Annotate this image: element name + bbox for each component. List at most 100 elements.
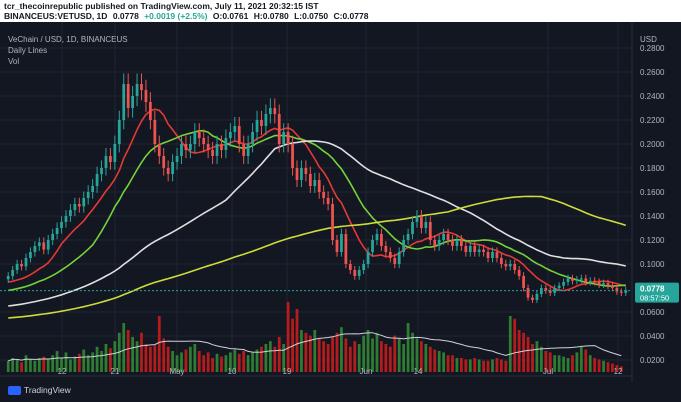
candle-body bbox=[304, 168, 308, 174]
volume-bar bbox=[597, 359, 601, 372]
time-tick-label: 10 bbox=[228, 367, 237, 376]
candle-body bbox=[224, 138, 228, 150]
candle-body bbox=[486, 252, 490, 258]
volume-bar bbox=[166, 346, 170, 372]
candle-body bbox=[544, 288, 548, 291]
volume-bar bbox=[593, 358, 597, 372]
chart-header: tcr_thecoinrepublic published on Trading… bbox=[0, 0, 681, 22]
tradingview-brand[interactable]: TradingView bbox=[8, 385, 71, 395]
ma-line-yellow bbox=[8, 195, 627, 319]
volume-bar bbox=[553, 355, 557, 372]
candle-body bbox=[211, 150, 214, 156]
candle-body bbox=[508, 264, 512, 267]
time-tick-label: 21 bbox=[111, 367, 120, 376]
candle-body bbox=[406, 234, 410, 240]
candle-body bbox=[437, 240, 441, 246]
legend-volume[interactable]: Vol bbox=[8, 57, 20, 66]
candle-body bbox=[55, 228, 59, 234]
candle-body bbox=[597, 282, 601, 285]
candle-body bbox=[286, 132, 290, 144]
volume-bar bbox=[175, 355, 179, 372]
candle-body bbox=[153, 120, 157, 144]
volume-bar bbox=[211, 358, 214, 372]
legend-title: VeChain / USD, 1D, BINANCEUS bbox=[8, 35, 128, 44]
candle-body bbox=[300, 168, 303, 180]
volume-bar bbox=[500, 359, 503, 372]
price-tick-label: 0.0400 bbox=[640, 332, 665, 341]
volume-bar bbox=[37, 358, 41, 372]
volume-bar bbox=[317, 338, 321, 372]
candle-body bbox=[495, 252, 499, 258]
volume-bar bbox=[20, 362, 23, 372]
volume-bar bbox=[220, 356, 223, 372]
volume-bar bbox=[109, 348, 112, 372]
candle-body bbox=[69, 210, 72, 216]
volume-bar bbox=[575, 352, 579, 372]
volume-bar bbox=[197, 351, 201, 372]
price-tick-label: 0.1800 bbox=[640, 164, 665, 173]
volume-bar bbox=[606, 362, 610, 372]
volume-bar bbox=[384, 344, 388, 372]
candle-body bbox=[566, 278, 570, 282]
candle-body bbox=[175, 156, 179, 162]
candle-body bbox=[95, 174, 99, 186]
volume-bar bbox=[246, 355, 250, 372]
price-tick-label: 0.2000 bbox=[640, 140, 665, 149]
volume-bar bbox=[424, 344, 428, 372]
candle-body bbox=[197, 132, 201, 138]
volume-bar bbox=[60, 358, 63, 372]
price-tick-label: 0.1400 bbox=[640, 212, 665, 221]
candle-body bbox=[251, 132, 254, 144]
volume-bar bbox=[357, 344, 361, 372]
volume-bar bbox=[15, 359, 19, 372]
volume-bar bbox=[517, 330, 521, 372]
volume-bar bbox=[335, 332, 339, 372]
volume-bar bbox=[442, 352, 445, 372]
volume-bar bbox=[73, 356, 77, 372]
candle-body bbox=[33, 246, 37, 252]
volume-bar bbox=[268, 341, 272, 372]
candle-body bbox=[37, 242, 41, 246]
candle-body bbox=[228, 132, 232, 138]
ma-line-green bbox=[8, 130, 626, 292]
price-tick-label: 0.0200 bbox=[640, 356, 665, 365]
candle-body bbox=[64, 216, 68, 222]
candle-body bbox=[104, 156, 108, 168]
candle-body bbox=[353, 270, 357, 276]
candle-body bbox=[282, 132, 286, 144]
publish-line: tcr_thecoinrepublic published on Trading… bbox=[4, 1, 319, 11]
volume-bar bbox=[326, 344, 330, 372]
volume-bar bbox=[428, 346, 432, 372]
volume-bar bbox=[531, 344, 534, 372]
candle-body bbox=[477, 249, 481, 252]
volume-bar bbox=[482, 360, 485, 372]
volume-bar bbox=[228, 352, 232, 372]
candle-body bbox=[619, 291, 623, 293]
volume-bar bbox=[397, 338, 401, 372]
volume-bar bbox=[491, 359, 494, 372]
candle-body bbox=[268, 108, 272, 114]
volume-bar bbox=[402, 344, 406, 372]
volume-bar bbox=[6, 360, 10, 372]
candle-body bbox=[468, 246, 472, 252]
volume-bar bbox=[55, 351, 59, 372]
candle-body bbox=[402, 240, 406, 252]
volume-bar bbox=[451, 355, 454, 372]
candle-body bbox=[313, 180, 317, 186]
candle-body bbox=[420, 216, 423, 228]
volume-bar bbox=[304, 332, 308, 372]
volume-bar bbox=[526, 337, 530, 372]
candle-body bbox=[344, 234, 348, 264]
candle-body bbox=[517, 270, 521, 276]
candle-body bbox=[113, 144, 117, 162]
candle-body bbox=[504, 264, 508, 267]
legend-indicator[interactable]: Daily Lines bbox=[8, 46, 48, 55]
volume-bar bbox=[162, 338, 166, 372]
candle-body bbox=[24, 258, 28, 267]
volume-bar bbox=[295, 309, 299, 372]
candle-body bbox=[326, 198, 330, 204]
candle-body bbox=[117, 120, 121, 144]
candle-body bbox=[388, 252, 392, 258]
candle-body bbox=[428, 222, 432, 240]
